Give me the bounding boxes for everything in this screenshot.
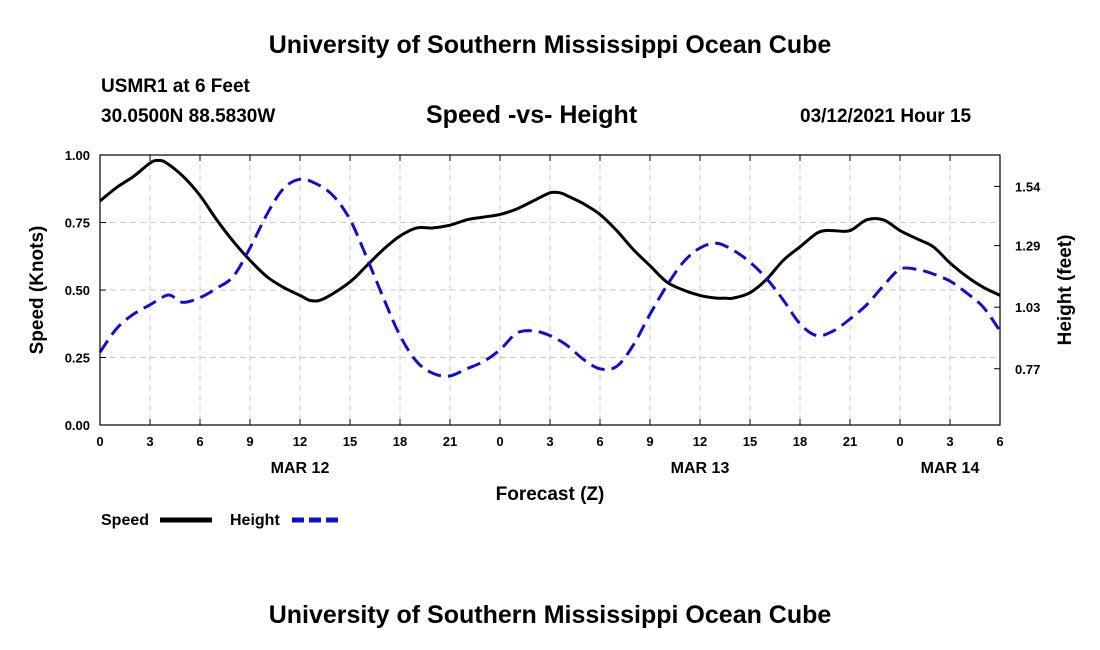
x-tick-label: 0: [896, 434, 903, 449]
x-tick-label: 15: [343, 434, 357, 449]
x-tick-label: 0: [496, 434, 503, 449]
x-tick-label: 15: [743, 434, 757, 449]
page-title-top: University of Southern Mississippi Ocean…: [268, 31, 832, 59]
x-tick-label: 3: [546, 434, 553, 449]
y-tick-label: 0.75: [65, 216, 90, 231]
x-tick-label: 18: [793, 434, 807, 449]
y2-tick-label: 1.54: [1015, 179, 1041, 194]
x-tick-label: 3: [146, 434, 153, 449]
y2-axis-label: Height (feet): [1055, 235, 1076, 346]
datetime-label: 03/12/2021 Hour 15: [800, 106, 972, 127]
y-tick-label: 0.00: [65, 418, 90, 433]
x-tick-label: 21: [843, 434, 857, 449]
grid-lines: [100, 155, 1000, 425]
plot-frame: [99, 154, 1001, 426]
date-label: MAR 13: [671, 460, 730, 477]
series-line-height: [98, 177, 1002, 378]
y-axis-label: Speed (Knots): [27, 226, 48, 355]
coordinates-label: 30.0500N 88.5830W: [101, 106, 276, 127]
y-tick-label: 0.25: [65, 351, 90, 366]
date-label: MAR 12: [271, 460, 330, 477]
date-label: MAR 14: [921, 460, 980, 477]
legend-label-height: Height: [230, 512, 280, 529]
x-tick-label: 18: [393, 434, 407, 449]
x-axis-label: Forecast (Z): [496, 484, 605, 505]
page-title-bottom: University of Southern Mississippi Ocean…: [268, 601, 832, 629]
x-tick-label: 6: [196, 434, 203, 449]
x-tick-label: 9: [246, 434, 253, 449]
y2-tick-label: 1.29: [1015, 239, 1040, 254]
x-tick-label: 21: [443, 434, 457, 449]
axes: [99, 154, 1001, 426]
legend-label-speed: Speed: [101, 512, 149, 529]
legend: Speed Height: [101, 512, 342, 529]
y2-tick-label: 0.77: [1015, 362, 1040, 377]
x-tick-label: 6: [596, 434, 603, 449]
y2-tick-label: 1.03: [1015, 300, 1040, 315]
x-tick-label: 3: [946, 434, 953, 449]
x-tick-label: 9: [646, 434, 653, 449]
series-lines: [98, 158, 1002, 378]
x-tick-label: 12: [693, 434, 707, 449]
station-label: USMR1 at 6 Feet: [101, 76, 250, 97]
y-tick-label: 1.00: [65, 148, 90, 163]
x-tick-label: 12: [293, 434, 307, 449]
x-tick-label: 6: [996, 434, 1003, 449]
chart-title: Speed -vs- Height: [426, 101, 638, 129]
y-tick-label: 0.50: [65, 283, 90, 298]
x-tick-label: 0: [96, 434, 103, 449]
